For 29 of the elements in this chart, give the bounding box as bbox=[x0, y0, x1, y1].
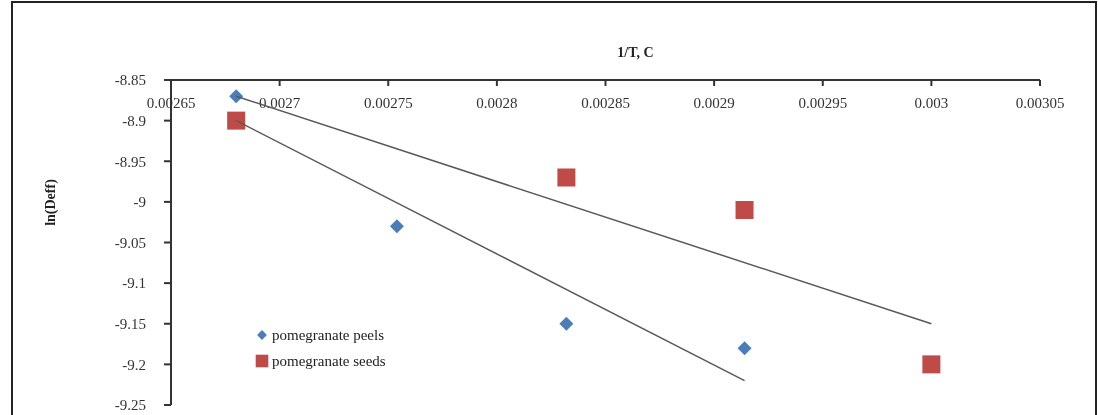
x-tick-label: 0.00285 bbox=[581, 95, 630, 111]
x-tick-label: 0.0027 bbox=[259, 95, 301, 111]
y-tick-label: -8.9 bbox=[122, 112, 146, 129]
x-tick-label: 0.00305 bbox=[1015, 95, 1065, 111]
x-tick-label: 0.0029 bbox=[693, 95, 735, 111]
y-axis-title: ln(Deff) bbox=[43, 178, 59, 226]
y-tick-label: -9.25 bbox=[114, 397, 146, 414]
y-tick-label: -9.15 bbox=[114, 316, 146, 332]
x-tick-label: 0.003 bbox=[914, 95, 949, 111]
x-axis-title: 1/T, C bbox=[617, 45, 654, 60]
y-tick-label: -9 bbox=[133, 194, 146, 211]
y-tick-label: -8.85 bbox=[114, 72, 146, 89]
y-tick-label: -9.05 bbox=[114, 234, 146, 251]
point bbox=[229, 89, 244, 104]
point bbox=[922, 355, 941, 374]
point bbox=[557, 168, 576, 187]
y-tick-label: -8.95 bbox=[114, 153, 146, 170]
x-tick-label: 0.00295 bbox=[798, 95, 848, 111]
x-tick-label: 0.0028 bbox=[476, 95, 518, 111]
point bbox=[737, 341, 752, 356]
legend-label: pomegranate seeds bbox=[272, 353, 386, 370]
point bbox=[389, 219, 404, 234]
legend-label: pomegranate peels bbox=[272, 327, 385, 344]
point bbox=[735, 201, 754, 219]
y-tick-label: -9.2 bbox=[122, 356, 146, 373]
point bbox=[559, 316, 574, 331]
x-tick-label: 0.00275 bbox=[363, 95, 413, 111]
point bbox=[227, 111, 246, 130]
y-tick-label: -9.1 bbox=[122, 275, 146, 292]
